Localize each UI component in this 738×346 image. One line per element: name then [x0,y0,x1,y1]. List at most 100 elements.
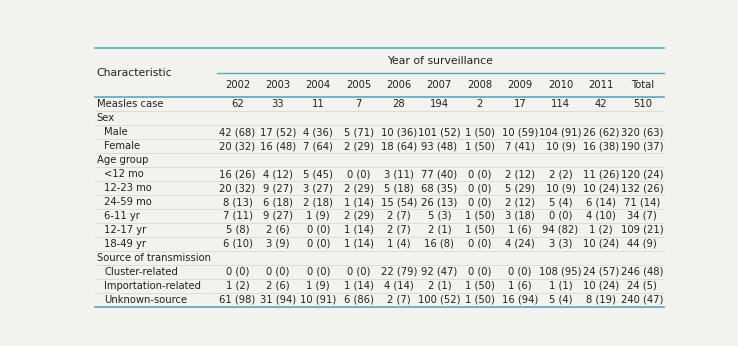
Text: 4 (12): 4 (12) [263,169,293,179]
Text: 5 (18): 5 (18) [384,183,414,193]
Text: 1 (14): 1 (14) [344,281,373,291]
Text: 0 (0): 0 (0) [306,225,330,235]
Text: 4 (10): 4 (10) [586,211,615,221]
Text: 2 (6): 2 (6) [266,225,290,235]
Text: 100 (52): 100 (52) [418,295,461,304]
Text: Cluster-related: Cluster-related [104,267,178,277]
Text: 114: 114 [551,99,570,109]
Text: 7: 7 [356,99,362,109]
Text: 2 (2): 2 (2) [548,169,572,179]
Text: 109 (21): 109 (21) [621,225,663,235]
Text: 71 (14): 71 (14) [624,197,661,207]
Text: 0 (0): 0 (0) [347,267,370,277]
Text: 77 (40): 77 (40) [421,169,458,179]
Text: 9 (27): 9 (27) [263,211,293,221]
Text: 18 (64): 18 (64) [381,141,417,151]
Text: 320 (63): 320 (63) [621,127,663,137]
Text: 9 (27): 9 (27) [263,183,293,193]
Text: 10 (24): 10 (24) [583,183,619,193]
Text: 61 (98): 61 (98) [219,295,255,304]
Text: 2009: 2009 [508,81,533,91]
Text: 2004: 2004 [306,81,331,91]
Text: 0 (0): 0 (0) [468,267,492,277]
Text: 16 (26): 16 (26) [219,169,255,179]
Text: 6-11 yr: 6-11 yr [104,211,140,221]
Text: 2 (12): 2 (12) [505,197,535,207]
Text: 42: 42 [595,99,607,109]
Text: 2003: 2003 [266,81,291,91]
Text: 6 (14): 6 (14) [586,197,615,207]
Text: 194: 194 [430,99,449,109]
Text: 5 (3): 5 (3) [427,211,451,221]
Text: 246 (48): 246 (48) [621,267,663,277]
Text: 120 (24): 120 (24) [621,169,663,179]
Text: 190 (37): 190 (37) [621,141,663,151]
Text: 1 (9): 1 (9) [306,211,330,221]
Text: 3 (27): 3 (27) [303,183,333,193]
Text: Total: Total [631,81,654,91]
Text: 1 (50): 1 (50) [465,281,494,291]
Text: 1 (6): 1 (6) [508,281,532,291]
Text: 10 (59): 10 (59) [502,127,538,137]
Text: 6 (10): 6 (10) [223,239,252,249]
Text: 0 (0): 0 (0) [549,211,572,221]
Text: 12-17 yr: 12-17 yr [104,225,147,235]
Text: 5 (8): 5 (8) [226,225,249,235]
Text: 92 (47): 92 (47) [421,267,458,277]
Text: 42 (68): 42 (68) [219,127,255,137]
Text: 6 (86): 6 (86) [344,295,373,304]
Text: 10 (9): 10 (9) [545,141,576,151]
Text: 1 (14): 1 (14) [344,239,373,249]
Text: 2006: 2006 [387,81,412,91]
Text: 11: 11 [312,99,325,109]
Text: Female: Female [104,141,140,151]
Text: 1 (14): 1 (14) [344,225,373,235]
Text: 3 (18): 3 (18) [506,211,535,221]
Text: 510: 510 [632,99,652,109]
Text: 5 (4): 5 (4) [548,295,572,304]
Text: 2 (1): 2 (1) [427,225,451,235]
Text: 4 (24): 4 (24) [506,239,535,249]
Text: 2011: 2011 [588,81,613,91]
Text: 24 (5): 24 (5) [627,281,658,291]
Text: 132 (26): 132 (26) [621,183,663,193]
Text: Male: Male [104,127,128,137]
Text: 16 (38): 16 (38) [583,141,619,151]
Text: Sex: Sex [97,113,115,124]
Text: 18-49 yr: 18-49 yr [104,239,146,249]
Text: 1 (50): 1 (50) [465,225,494,235]
Text: 10 (36): 10 (36) [381,127,417,137]
Text: 15 (54): 15 (54) [381,197,417,207]
Text: 10 (24): 10 (24) [583,239,619,249]
Text: 5 (45): 5 (45) [303,169,333,179]
Text: 7 (11): 7 (11) [223,211,252,221]
Text: 16 (94): 16 (94) [502,295,538,304]
Text: 2007: 2007 [427,81,452,91]
Text: 2 (12): 2 (12) [505,169,535,179]
Text: 7 (64): 7 (64) [303,141,333,151]
Text: 31 (94): 31 (94) [260,295,296,304]
Text: 2 (29): 2 (29) [344,211,373,221]
Text: 4 (14): 4 (14) [384,281,414,291]
Text: 108 (95): 108 (95) [539,267,582,277]
Text: 3 (9): 3 (9) [266,239,289,249]
Text: 1 (50): 1 (50) [465,127,494,137]
Text: 2: 2 [477,99,483,109]
Text: 3 (11): 3 (11) [384,169,414,179]
Text: 0 (0): 0 (0) [266,267,289,277]
Text: 2008: 2008 [467,81,492,91]
Text: 20 (32): 20 (32) [219,183,255,193]
Text: 33: 33 [272,99,284,109]
Text: 10 (91): 10 (91) [300,295,337,304]
Text: 6 (18): 6 (18) [263,197,293,207]
Text: 17: 17 [514,99,526,109]
Text: 24 (57): 24 (57) [583,267,619,277]
Text: 2002: 2002 [225,81,250,91]
Text: 0 (0): 0 (0) [347,169,370,179]
Text: 62: 62 [231,99,244,109]
Text: Characteristic: Characteristic [97,68,173,78]
Text: Measles case: Measles case [97,99,163,109]
Text: 24-59 mo: 24-59 mo [104,197,152,207]
Text: 20 (32): 20 (32) [219,141,255,151]
Text: 0 (0): 0 (0) [468,183,492,193]
